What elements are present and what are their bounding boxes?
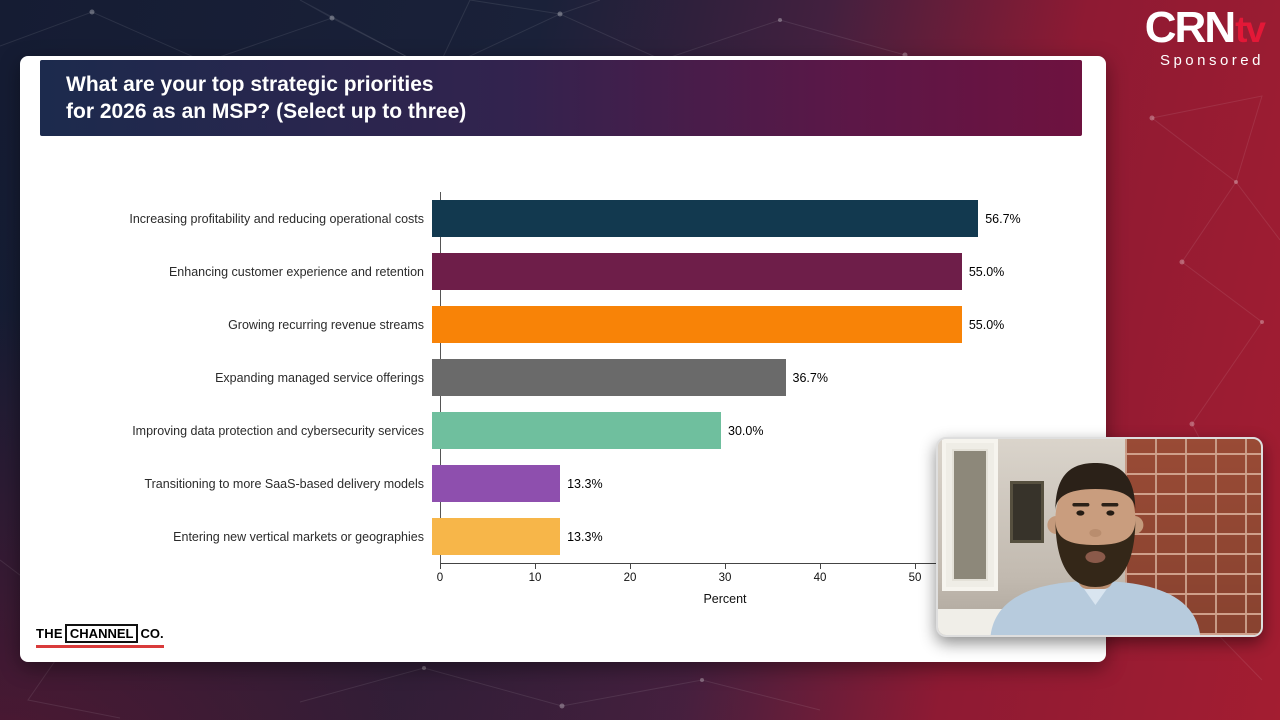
- bar: [432, 518, 561, 555]
- x-axis-tick-mark: [820, 564, 821, 569]
- x-axis-tick-label: 20: [623, 572, 637, 584]
- question-banner: What are your top strategic priorities f…: [40, 60, 1082, 136]
- bar-value-label: 55.0%: [968, 317, 1005, 332]
- bar-value-label: 56.7%: [985, 211, 1021, 226]
- bar-track: 56.7%: [432, 200, 1021, 237]
- crn-logo-text: CRN: [1144, 3, 1236, 52]
- bar: [432, 200, 979, 237]
- bar: [432, 465, 561, 502]
- chart-card: What are your top strategic priorities f…: [20, 56, 1106, 662]
- bar-row: Expanding managed service offerings 36.7%: [32, 351, 1010, 404]
- bar-row: Enhancing customer experience and retent…: [32, 245, 1010, 298]
- category-label: Entering new vertical markets or geograp…: [173, 529, 424, 544]
- presenter-webcam-video: [936, 437, 1263, 637]
- channel-logo-underline: [36, 645, 164, 648]
- x-axis-tick-mark: [725, 564, 726, 569]
- bar-row: Entering new vertical markets or geograp…: [32, 510, 1010, 563]
- x-axis: 0 10 20 30 40 50 Percent: [436, 563, 1010, 615]
- bar-value-label: 13.3%: [567, 529, 603, 544]
- x-axis-tick-label: 40: [813, 572, 827, 584]
- category-label: Increasing profitability and reducing op…: [129, 211, 424, 226]
- category-label: Growing recurring revenue streams: [228, 317, 424, 332]
- x-axis-tick-mark: [915, 564, 916, 569]
- x-axis-tick-mark: [630, 564, 631, 569]
- bar: [432, 253, 962, 290]
- sponsored-label: Sponsored: [1159, 52, 1264, 69]
- x-axis-tick-label: 50: [908, 572, 922, 584]
- x-axis-tick-mark: [535, 564, 536, 569]
- bar-row: Increasing profitability and reducing op…: [32, 192, 1021, 245]
- x-axis-tick-label: 10: [528, 572, 542, 584]
- window-pane: [952, 449, 988, 581]
- bar-row: Growing recurring revenue streams 55.0%: [32, 298, 1010, 351]
- x-axis-tick-mark: [440, 564, 441, 569]
- bar-track: 36.7%: [432, 359, 1010, 396]
- category-label: Transitioning to more SaaS-based deliver…: [144, 476, 424, 491]
- bar-row: Improving data protection and cybersecur…: [32, 404, 1010, 457]
- bar-track: 55.0%: [432, 306, 1010, 343]
- the-channel-co-logo: THE CHANNEL CO.: [36, 624, 164, 648]
- bar-chart: Increasing profitability and reducing op…: [32, 192, 1021, 615]
- channel-logo-channel: CHANNEL: [64, 624, 139, 643]
- bar-value-label: 13.3%: [567, 476, 603, 491]
- channel-logo-the: THE: [36, 626, 63, 641]
- bar-track: 30.0%: [432, 412, 1010, 449]
- x-axis-tick-label: 30: [718, 572, 732, 584]
- chart-rows: Increasing profitability and reducing op…: [32, 192, 1021, 563]
- bar: [432, 306, 962, 343]
- bar: [432, 359, 786, 396]
- category-label: Enhancing customer experience and retent…: [168, 264, 424, 279]
- crn-tv-logo: CRN tv Sponsored: [1144, 3, 1266, 70]
- bar-value-label: 55.0%: [968, 264, 1005, 279]
- channel-logo-co: CO.: [140, 626, 164, 641]
- bar-row: Transitioning to more SaaS-based deliver…: [32, 457, 1010, 510]
- question-line-2: for 2026 as an MSP? (Select up to three): [66, 100, 467, 123]
- bar-value-label: 30.0%: [728, 423, 764, 438]
- bar: [432, 412, 721, 449]
- x-axis-tick-label: 0: [436, 572, 444, 584]
- x-axis-title: Percent: [703, 592, 747, 606]
- question-line-1: What are your top strategic priorities: [66, 72, 434, 96]
- bar-track: 13.3%: [432, 465, 1010, 502]
- bar-track: 55.0%: [432, 253, 1010, 290]
- crn-tv-text: tv: [1235, 9, 1266, 50]
- bar-track: 13.3%: [432, 518, 1010, 555]
- bar-value-label: 36.7%: [792, 370, 828, 385]
- window-frame: [942, 439, 998, 591]
- picture-frame: [1010, 481, 1044, 543]
- category-label: Expanding managed service offerings: [215, 370, 424, 385]
- presenter-person: [990, 463, 1200, 635]
- category-label: Improving data protection and cybersecur…: [132, 423, 424, 438]
